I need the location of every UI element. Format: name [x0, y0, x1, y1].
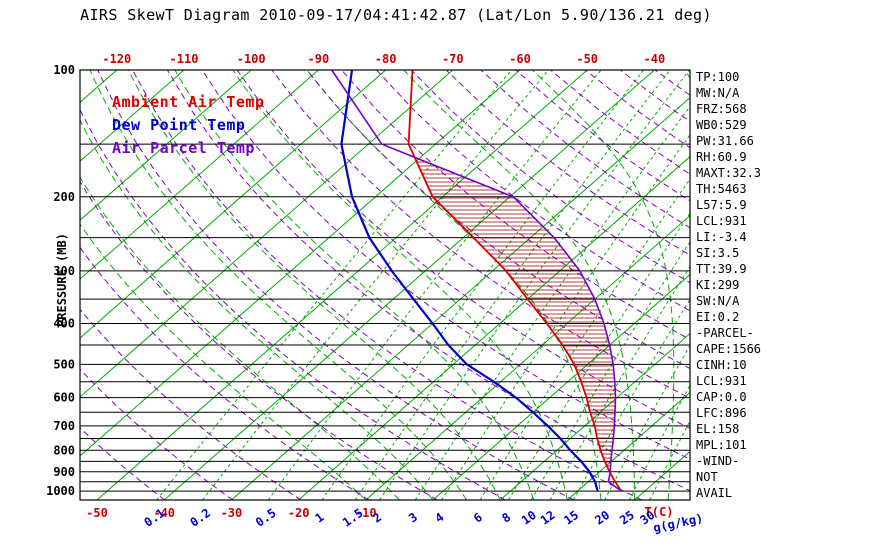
pressure-grid-lines [80, 69, 690, 492]
svg-text:25: 25 [617, 508, 637, 528]
stat-line: LCL:931 [696, 214, 747, 228]
svg-text:6: 6 [471, 510, 485, 526]
stat-line: EI:0.2 [696, 310, 740, 324]
stat-line: TT:39.9 [696, 262, 747, 276]
stat-line: SW:N/A [696, 294, 740, 308]
svg-text:-10: -10 [355, 506, 377, 520]
svg-text:30: 30 [638, 508, 658, 528]
svg-text:800: 800 [53, 443, 75, 457]
stat-line: SI:3.5 [696, 246, 740, 260]
stat-line: TH:5463 [696, 182, 747, 196]
legend: Ambient Air Temp Dew Point Temp Air Parcel… [112, 93, 265, 162]
svg-text:-70: -70 [442, 52, 464, 66]
stat-line: KI:299 [696, 278, 740, 292]
legend-item: Ambient Air Temp [112, 93, 265, 111]
svg-text:-60: -60 [509, 52, 531, 66]
stat-line: EL:158 [696, 422, 740, 436]
bottom-temp-axis-labels: -50 -40 -30 -20 -10 T(C) [86, 505, 673, 520]
svg-text:700: 700 [53, 419, 75, 433]
svg-text:8: 8 [499, 510, 513, 526]
legend-item: Dew Point Temp [112, 116, 246, 134]
svg-text:3: 3 [406, 510, 420, 526]
svg-text:600: 600 [53, 391, 75, 405]
stat-line: CAPE:1566 [696, 342, 762, 356]
stat-line: LCL:931 [696, 374, 747, 388]
stat-line: MAXT:32.3 [696, 166, 762, 180]
stat-line: AVAIL [696, 486, 733, 500]
stat-line: -PARCEL- [696, 326, 754, 340]
pressure-axis-label: PRESSURE (MB) [55, 233, 69, 327]
stat-line: NOT [696, 470, 718, 484]
dry-adiabat-lines [80, 70, 690, 500]
svg-text:4: 4 [432, 510, 446, 526]
svg-text:300: 300 [53, 264, 75, 278]
isotherm-lines [80, 70, 690, 500]
svg-text:15: 15 [561, 508, 581, 528]
svg-text:100: 100 [53, 63, 75, 77]
stat-line: MPL:101 [696, 438, 747, 452]
stat-line: MW:N/A [696, 86, 740, 100]
stat-line: LI:-3.4 [696, 230, 747, 244]
temp-unit-label: T(C) [645, 505, 674, 519]
svg-text:400: 400 [53, 317, 75, 331]
plot-frame [79, 69, 691, 501]
svg-text:-20: -20 [288, 506, 310, 520]
svg-text:12: 12 [538, 508, 558, 528]
chart-title: AIRS SkewT Diagram 2010-09-17/04:41:42.8… [80, 6, 712, 24]
svg-text:500: 500 [53, 357, 75, 371]
svg-text:20: 20 [592, 508, 612, 528]
svg-text:1000: 1000 [46, 484, 75, 498]
svg-text:2: 2 [370, 510, 384, 526]
stat-line: FRZ:568 [696, 102, 747, 116]
pressure-axis-labels: 100 200 300 400 500 600 700 800 900 1000 [46, 63, 75, 498]
stat-line: LFC:896 [696, 406, 747, 420]
legend-item: Air Parcel Temp [112, 139, 255, 157]
stat-line: CAP:0.0 [696, 390, 747, 404]
cape-hatch [414, 157, 616, 471]
svg-text:-50: -50 [576, 52, 598, 66]
svg-text:1: 1 [313, 510, 327, 526]
dewpoint-curve [340, 70, 599, 492]
stat-line: RH:60.9 [696, 150, 747, 164]
svg-text:900: 900 [53, 465, 75, 479]
stat-line: -WIND- [696, 454, 740, 468]
stat-line: PW:31.66 [696, 134, 754, 148]
svg-text:0.5: 0.5 [253, 506, 279, 530]
svg-text:-50: -50 [86, 506, 108, 520]
svg-text:-30: -30 [221, 506, 243, 520]
stats-panel: TP:100 MW:N/A FRZ:568 WB0:529 PW:31.66 RH:60.… [696, 69, 761, 501]
svg-text:200: 200 [53, 190, 75, 204]
svg-text:-40: -40 [153, 506, 175, 520]
stat-line: L57:5.9 [696, 198, 747, 212]
parcel-temp-curve [331, 70, 622, 492]
svg-text:-40: -40 [644, 52, 666, 66]
svg-text:10: 10 [519, 508, 539, 528]
svg-text:0.2: 0.2 [187, 506, 213, 530]
svg-text:-110: -110 [170, 52, 199, 66]
svg-text:-90: -90 [308, 52, 330, 66]
ambient-temp-curve [407, 70, 623, 492]
svg-text:-80: -80 [375, 52, 397, 66]
top-temp-axis-labels: -120 -110 -100 -90 -80 -70 -60 -50 -40 [102, 52, 665, 66]
moist-adiabat-lines [80, 70, 690, 500]
stat-line: TP:100 [696, 70, 740, 84]
svg-text:-100: -100 [237, 52, 266, 66]
stat-line: WB0:529 [696, 118, 747, 132]
stat-line: CINH:10 [696, 358, 747, 372]
svg-text:-120: -120 [102, 52, 131, 66]
